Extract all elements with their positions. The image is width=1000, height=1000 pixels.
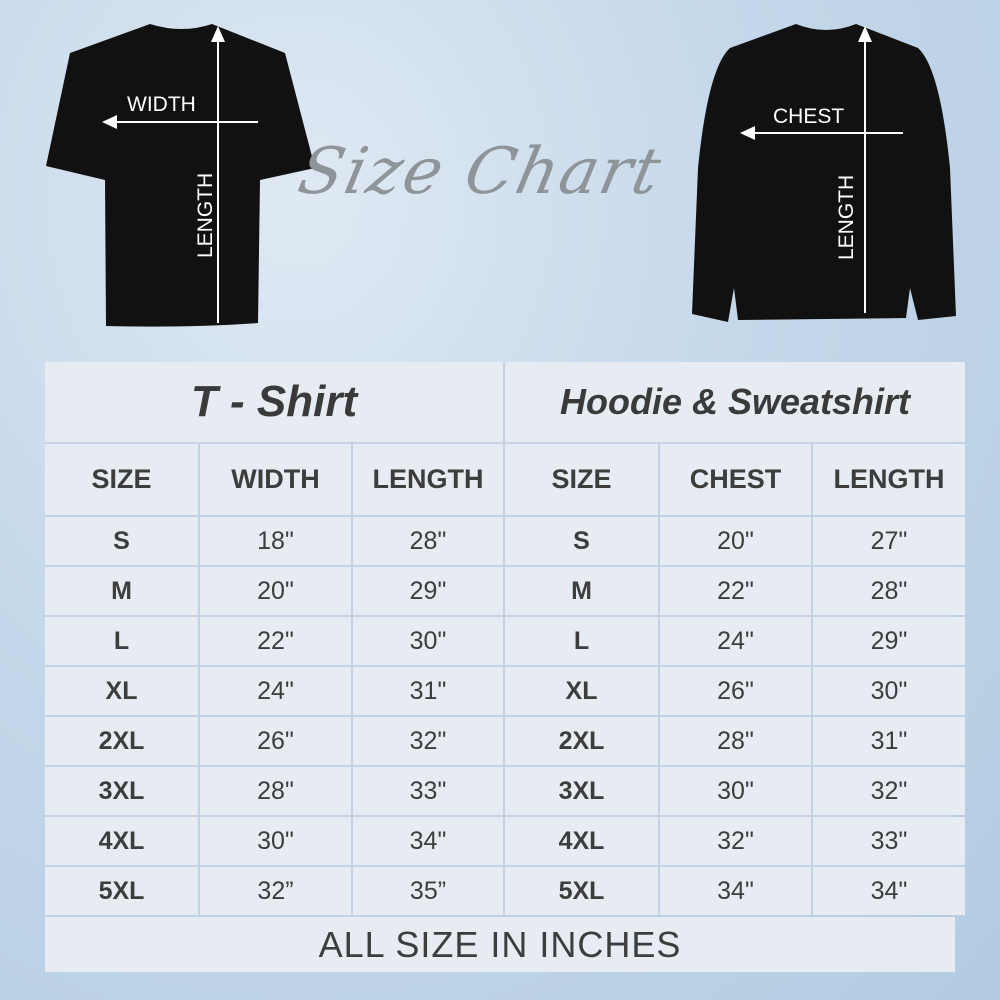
hoodie-table-cell: 32" xyxy=(813,767,965,815)
hoodie-header-cell: SIZE xyxy=(505,444,658,515)
tshirt-table-cell: 24" xyxy=(200,667,351,715)
tshirt-table-cell: 26" xyxy=(200,717,351,765)
tshirt-table-cell: 29" xyxy=(353,567,503,615)
size-table: T - Shirt Hoodie & Sweatshirt SIZE WIDTH L… xyxy=(45,362,965,972)
hoodie-table-cell: 24" xyxy=(660,617,811,665)
tshirt-table-cell: 28" xyxy=(200,767,351,815)
hoodie-table-cell: 26" xyxy=(660,667,811,715)
hoodie-table-cell: 34" xyxy=(660,867,811,915)
tshirt-table-cell: M xyxy=(45,567,198,615)
tshirt-table-cell: 28" xyxy=(353,517,503,565)
tshirt-table-cell: 33" xyxy=(353,767,503,815)
hoodie-table-cell: 22" xyxy=(660,567,811,615)
hoodie-table-cell: 34" xyxy=(813,867,965,915)
size-chart-heading: Size Chart xyxy=(292,135,669,209)
hoodie-table-cell: 28" xyxy=(660,717,811,765)
tshirt-table-cell: 32" xyxy=(353,717,503,765)
hoodie-table-cell: 5XL xyxy=(505,867,658,915)
tshirt-table-cell: 31" xyxy=(353,667,503,715)
tshirt-length-label: LENGTH xyxy=(194,173,217,258)
tshirt-table-cell: 32” xyxy=(200,867,351,915)
tshirt-table-cell: 2XL xyxy=(45,717,198,765)
tshirt-table-cell: 5XL xyxy=(45,867,198,915)
tshirt-table-cell: 3XL xyxy=(45,767,198,815)
hoodie-table-cell: 20" xyxy=(660,517,811,565)
hoodie-title: Hoodie & Sweatshirt xyxy=(505,362,965,442)
hoodie-table-cell: 2XL xyxy=(505,717,658,765)
tshirt-width-label: WIDTH xyxy=(127,93,196,116)
tshirt-header-cell: SIZE xyxy=(45,444,198,515)
tshirt-table-cell: 20" xyxy=(200,567,351,615)
footer-note: ALL SIZE IN INCHES xyxy=(45,917,955,972)
hoodie-table-cell: XL xyxy=(505,667,658,715)
tshirt-table-cell: XL xyxy=(45,667,198,715)
hoodie-table-cell: M xyxy=(505,567,658,615)
hoodie-table-cell: 27" xyxy=(813,517,965,565)
tshirt-header-cell: LENGTH xyxy=(353,444,503,515)
tshirt-header-cell: WIDTH xyxy=(200,444,351,515)
hoodie-table-cell: S xyxy=(505,517,658,565)
tshirt-table-cell: 4XL xyxy=(45,817,198,865)
hoodie-header-cell: CHEST xyxy=(660,444,811,515)
sweatshirt-length-label: LENGTH xyxy=(835,175,858,260)
tshirt-table-cell: 22" xyxy=(200,617,351,665)
hoodie-table-cell: 30" xyxy=(813,667,965,715)
tshirt-table-cell: L xyxy=(45,617,198,665)
hoodie-table-cell: 29" xyxy=(813,617,965,665)
tshirt-image: WIDTH LENGTH xyxy=(46,24,315,327)
tshirt-title: T - Shirt xyxy=(45,362,503,442)
hoodie-table-cell: 3XL xyxy=(505,767,658,815)
tshirt-table-cell: 18" xyxy=(200,517,351,565)
hoodie-table-cell: 33" xyxy=(813,817,965,865)
hoodie-table-cell: L xyxy=(505,617,658,665)
tshirt-table-cell: S xyxy=(45,517,198,565)
tshirt-table-cell: 34" xyxy=(353,817,503,865)
tshirt-table-cell: 30" xyxy=(353,617,503,665)
sweatshirt-image: CHEST LENGTH xyxy=(692,24,956,322)
sweatshirt-chest-label: CHEST xyxy=(773,105,844,128)
tshirt-table-cell: 30" xyxy=(200,817,351,865)
hoodie-table-cell: 30" xyxy=(660,767,811,815)
hoodie-table-cell: 31" xyxy=(813,717,965,765)
tshirt-table-cell: 35” xyxy=(353,867,503,915)
hoodie-table-cell: 28" xyxy=(813,567,965,615)
hoodie-header-cell: LENGTH xyxy=(813,444,965,515)
hoodie-table-cell: 32" xyxy=(660,817,811,865)
hoodie-table-cell: 4XL xyxy=(505,817,658,865)
